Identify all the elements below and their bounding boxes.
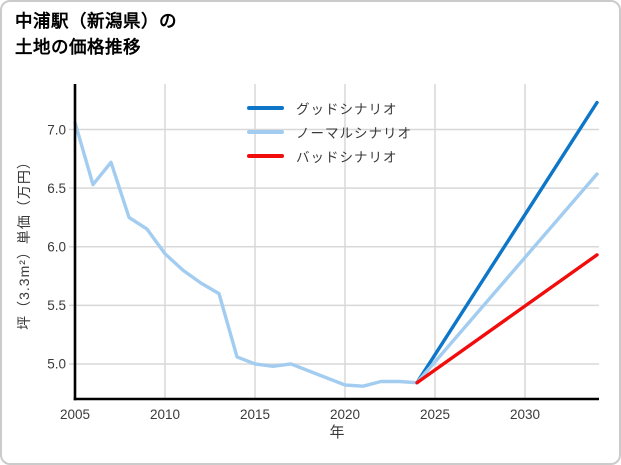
series-line-0 bbox=[415, 100, 599, 385]
legend-label-good-scenario: グッドシナリオ bbox=[296, 102, 398, 117]
y-tick-label-6: 6.0 bbox=[47, 240, 66, 255]
y-tick-label-5.5: 5.5 bbox=[47, 298, 66, 313]
legend-swatch-normal-scenario bbox=[247, 130, 284, 134]
legend-label-bad-scenario: バッドシナリオ bbox=[296, 150, 398, 165]
chart-title-line2: 土地の価格推移 bbox=[15, 37, 141, 57]
y-tick-label-6.5: 6.5 bbox=[47, 181, 66, 196]
legend-swatch-bad-scenario bbox=[247, 154, 284, 158]
legend-swatch-good-scenario bbox=[247, 106, 284, 110]
x-tick-label-2010: 2010 bbox=[150, 407, 180, 422]
horizontal-gridlines bbox=[69, 128, 599, 365]
legend-label-normal-scenario: ノーマルシナリオ bbox=[296, 126, 412, 141]
vertical-gridlines bbox=[164, 84, 526, 399]
x-tick-label-2015: 2015 bbox=[240, 407, 270, 422]
legend-item-good-scenario: グッドシナリオ bbox=[247, 96, 412, 120]
y-tick-label-7: 7.0 bbox=[47, 122, 66, 137]
y-tick-label-5: 5.0 bbox=[47, 357, 66, 372]
series-line-1 bbox=[73, 120, 599, 388]
x-tick-label-2005: 2005 bbox=[60, 407, 90, 422]
legend-item-normal-scenario: ノーマルシナリオ bbox=[247, 120, 412, 144]
series-line-2 bbox=[415, 253, 599, 385]
x-tick-label-2030: 2030 bbox=[510, 407, 540, 422]
x-tick-label-2025: 2025 bbox=[420, 407, 450, 422]
chart-title-line1: 中浦駅（新潟県）の bbox=[15, 11, 177, 31]
chart-title: 中浦駅（新潟県）の 土地の価格推移 bbox=[15, 8, 177, 60]
x-axis-label: 年 bbox=[329, 424, 345, 441]
x-tick-label-2020: 2020 bbox=[330, 407, 360, 422]
y-axis-label: 坪（3.3m²）単価（万円） bbox=[16, 154, 32, 330]
legend-item-bad-scenario: バッドシナリオ bbox=[247, 144, 412, 168]
legend: グッドシナリオ ノーマルシナリオ バッドシナリオ bbox=[247, 96, 412, 168]
